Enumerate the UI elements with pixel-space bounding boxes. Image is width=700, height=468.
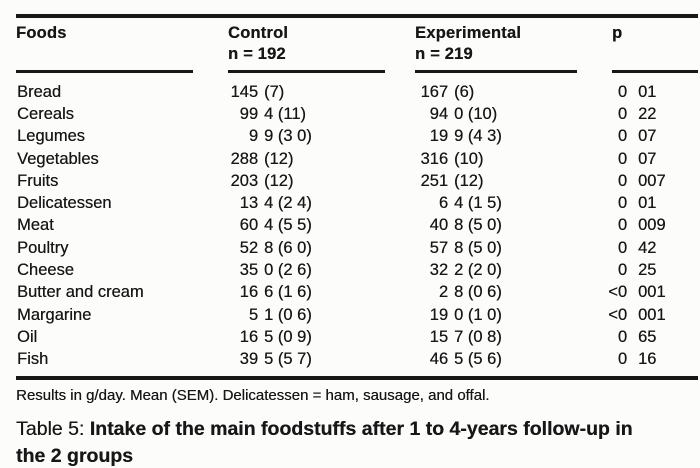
food-name-cell: Vegetables <box>17 149 99 168</box>
header-underline-cell-foods <box>16 70 228 73</box>
p-column-rule <box>612 70 698 73</box>
table-row: Cereals 99 4 (11) 94 0 (10) 0 22 <box>16 103 698 125</box>
header-cell-control: Control n = 192 <box>228 23 415 70</box>
control-value-cell: 16 6 (1 6) <box>239 283 312 302</box>
control-value-cell: 35 0 (2 6) <box>239 261 312 280</box>
caption-label: Table 5: <box>16 417 85 440</box>
table-row: Meat 60 4 (5 5) 40 8 (5 0) 0 009 <box>16 215 698 237</box>
control-value-cell: 39 5 (5 7) <box>239 350 312 369</box>
header-cell-foods: Foods <box>16 23 228 70</box>
p-value-cell: 0 01 <box>617 194 657 213</box>
p-value-cell: 0 42 <box>617 238 657 257</box>
food-name-cell: Fish <box>17 350 49 369</box>
table-top-rule <box>16 14 698 18</box>
food-name-cell: Delicatessen <box>17 194 112 213</box>
table-row: Fruits 203 (12) 251 (12) 0 007 <box>16 170 698 192</box>
experimental-value-cell: 251 (12) <box>420 171 484 190</box>
experimental-value-cell: 15 7 (0 8) <box>429 327 502 346</box>
column-header-experimental-n: n = 219 <box>415 45 473 63</box>
header-underline-row <box>16 70 698 73</box>
food-name-cell: Oil <box>17 327 38 346</box>
caption-title: Intake of the main foodstuffs after 1 to… <box>16 417 633 468</box>
control-value-cell: 145 (7) <box>230 82 285 101</box>
column-header-control: Control <box>228 24 289 42</box>
table-row: Legumes 9 9 (3 0) 19 9 (4 3) 0 07 <box>16 126 698 148</box>
p-value-cell: 0 25 <box>617 261 657 280</box>
experimental-value-cell: 19 0 (1 0) <box>429 305 502 324</box>
experimental-value-cell: 46 5 (5 6) <box>429 350 502 369</box>
p-value-cell: 0 07 <box>617 149 657 168</box>
control-value-cell: 203 (12) <box>230 171 294 190</box>
food-name-cell: Poultry <box>17 238 69 257</box>
food-name-cell: Cereals <box>17 104 74 123</box>
table-row: Margarine 5 1 (0 6) 19 0 (1 0) <0 001 <box>16 304 698 326</box>
table-body: Bread 145 (7) 167 (6) 0 01 Cereals 99 4 (11) 94 0 (… <box>16 81 698 371</box>
control-value-cell: 16 5 (0 9) <box>239 327 312 346</box>
control-value-cell: 60 4 (5 5) <box>239 216 312 235</box>
food-name-cell: Legumes <box>17 127 85 146</box>
header-underline-cell-control <box>228 70 415 73</box>
control-column-rule <box>228 70 385 73</box>
column-header-foods: Foods <box>16 24 67 42</box>
food-name-cell: Meat <box>17 216 54 235</box>
p-value-cell: 0 07 <box>617 127 657 146</box>
table-row: Vegetables 288 (12) 316 (10) 0 07 <box>16 148 698 170</box>
experimental-value-cell: 32 2 (2 0) <box>429 261 502 280</box>
table-row: Butter and cream 16 6 (1 6) 2 8 (0 6) <0 001 <box>16 282 698 304</box>
p-value-cell: 0 16 <box>617 350 657 369</box>
p-value-cell: <0 001 <box>608 305 666 324</box>
header-cell-experimental: Experimental n = 219 <box>415 23 612 70</box>
food-name-cell: Cheese <box>17 261 74 280</box>
table-row: Poultry 52 8 (6 0) 57 8 (5 0) 0 42 <box>16 237 698 259</box>
table-row: Bread 145 (7) 167 (6) 0 01 <box>16 81 698 103</box>
food-name-cell: Fruits <box>17 171 59 190</box>
food-name-cell: Bread <box>17 82 62 101</box>
control-value-cell: 288 (12) <box>230 149 294 168</box>
food-name-cell: Butter and cream <box>17 283 144 302</box>
foods-intake-table: Foods Control n = 192 Experimental n = 2… <box>16 14 698 468</box>
control-value-cell: 52 8 (6 0) <box>239 238 312 257</box>
experimental-value-cell: 40 8 (5 0) <box>429 216 502 235</box>
experimental-value-cell: 19 9 (4 3) <box>429 127 502 146</box>
p-value-cell: 0 007 <box>617 171 666 190</box>
foods-column-rule <box>16 70 193 73</box>
p-value-cell: 0 009 <box>617 216 666 235</box>
table-footnote: Results in g/day. Mean (SEM). Delicatess… <box>16 386 490 404</box>
table-row: Cheese 35 0 (2 6) 32 2 (2 0) 0 25 <box>16 259 698 281</box>
control-value-cell: 99 4 (11) <box>239 104 306 123</box>
p-value-cell: <0 001 <box>608 283 666 302</box>
experimental-value-cell: 57 8 (5 0) <box>429 238 502 257</box>
column-header-experimental: Experimental <box>415 24 522 42</box>
table-row: Fish 39 5 (5 7) 46 5 (5 6) 0 16 <box>16 349 698 371</box>
header-underline-cell-p <box>612 70 698 73</box>
table-row: Delicatessen 13 4 (2 4) 6 4 (1 5) 0 01 <box>16 192 698 214</box>
table-header-row: Foods Control n = 192 Experimental n = 2… <box>16 18 698 70</box>
table-row: Oil 16 5 (0 9) 15 7 (0 8) 0 65 <box>16 326 698 348</box>
p-value-cell: 0 01 <box>617 82 657 101</box>
control-value-cell: 13 4 (2 4) <box>239 194 312 213</box>
food-name-cell: Margarine <box>17 305 92 324</box>
p-value-cell: 0 65 <box>617 327 657 346</box>
header-underline-cell-experimental <box>415 70 612 73</box>
experimental-column-rule <box>415 70 577 73</box>
experimental-value-cell: 94 0 (10) <box>429 104 498 123</box>
p-value-cell: 0 22 <box>617 104 657 123</box>
column-header-p: p <box>612 24 623 42</box>
table-bottom-rule <box>16 375 698 380</box>
table-caption: Table 5: Intake of the main foodstuffs a… <box>16 416 636 468</box>
experimental-value-cell: 316 (10) <box>420 149 484 168</box>
header-cell-p: p <box>612 23 698 70</box>
experimental-value-cell: 167 (6) <box>420 82 475 101</box>
column-header-control-n: n = 192 <box>228 45 286 63</box>
